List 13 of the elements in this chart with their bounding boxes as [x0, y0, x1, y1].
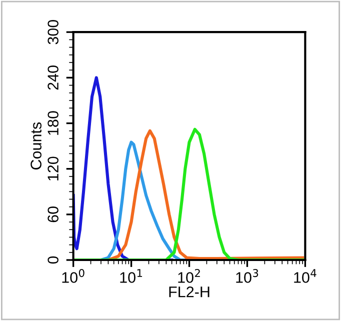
x-axis-title: FL2-H	[169, 286, 210, 298]
y-tick-label: 180	[48, 111, 58, 135]
y-tick-label: 300	[48, 20, 58, 44]
y-tick-label: 120	[48, 156, 58, 180]
y-tick-label: 0	[48, 256, 58, 264]
y-tick-label: 240	[48, 66, 58, 90]
y-axis-title: Counts	[30, 122, 42, 170]
x-tick-label: 10$^{3}$	[236, 268, 258, 283]
x-tick-label: 10$^{4}$	[294, 269, 316, 283]
x-tick-label: 10$^{2}$	[178, 268, 200, 283]
y-tick-label: 60	[48, 206, 58, 222]
x-tick-label: 10$^{0}$	[62, 268, 84, 283]
x-tick-label: 10$^{1}$	[120, 269, 142, 283]
